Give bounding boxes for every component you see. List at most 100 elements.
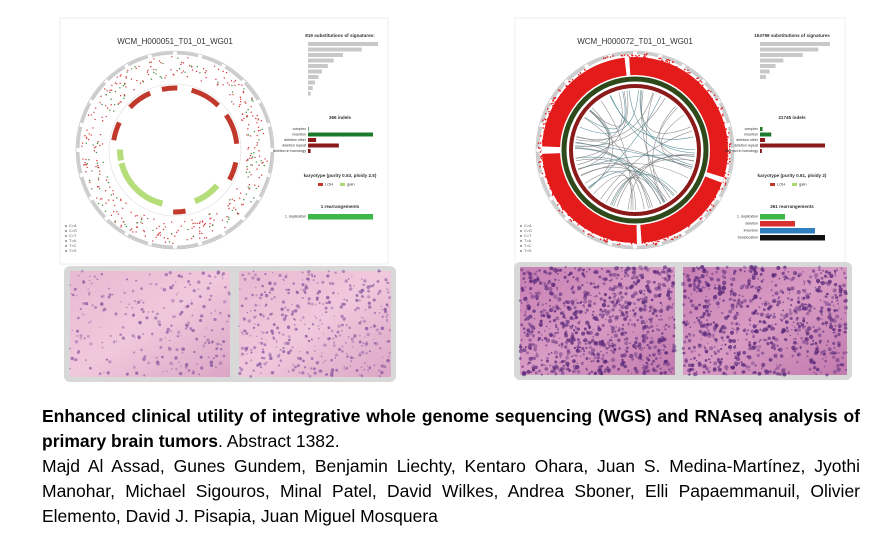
- mutation: [135, 231, 137, 233]
- nucleus: [716, 349, 721, 353]
- nucleus: [576, 345, 580, 349]
- nucleus: [774, 283, 778, 287]
- nucleus: [790, 328, 793, 331]
- chromosome: [727, 151, 734, 174]
- nucleus: [809, 275, 812, 279]
- nucleus: [605, 311, 610, 316]
- nucleus: [278, 353, 281, 356]
- nucleus: [565, 361, 570, 367]
- nucleus: [574, 267, 577, 270]
- nucleus: [610, 349, 613, 352]
- nucleus: [341, 269, 346, 274]
- nucleus: [684, 359, 688, 364]
- nucleus: [387, 340, 391, 343]
- nucleus: [549, 266, 554, 271]
- nucleus: [251, 276, 255, 280]
- nucleus: [743, 265, 747, 269]
- nucleus: [785, 326, 789, 330]
- nucleus: [128, 303, 131, 306]
- nucleus: [168, 346, 170, 349]
- mutation: [223, 77, 226, 79]
- mutation: [719, 114, 722, 117]
- nucleus: [729, 366, 733, 369]
- nucleus: [660, 318, 663, 321]
- nucleus: [613, 266, 619, 271]
- nucleus: [563, 367, 566, 370]
- mutation: [545, 176, 548, 178]
- nucleus: [663, 370, 667, 375]
- nucleus: [350, 338, 353, 341]
- nucleus: [737, 298, 741, 301]
- nucleus: [546, 315, 549, 318]
- bar: [760, 47, 819, 52]
- nucleus: [824, 301, 830, 306]
- nucleus: [386, 320, 389, 323]
- nucleus: [353, 334, 357, 338]
- mutation: [97, 140, 99, 143]
- nucleus: [143, 355, 147, 359]
- mutation: [727, 150, 730, 152]
- nucleus: [518, 357, 522, 360]
- nucleus: [576, 327, 581, 331]
- mutation: [101, 116, 103, 119]
- nucleus: [571, 341, 574, 345]
- nucleus: [278, 273, 282, 277]
- nucleus: [843, 322, 848, 327]
- nucleus: [838, 294, 842, 297]
- mutation: [116, 76, 118, 78]
- nucleus: [378, 289, 382, 293]
- nucleus: [771, 323, 774, 326]
- nucleus: [623, 364, 628, 369]
- mutation: [545, 113, 547, 115]
- bar-label: deletion: [745, 222, 758, 226]
- mutation: [246, 165, 248, 168]
- nucleus: [641, 334, 646, 339]
- nucleus: [541, 303, 545, 306]
- nucleus: [682, 320, 686, 325]
- nucleus: [240, 352, 245, 356]
- nucleus: [584, 311, 587, 314]
- nucleus: [559, 308, 562, 311]
- nucleus: [542, 312, 545, 314]
- nucleus: [724, 315, 729, 320]
- nucleus: [648, 354, 651, 357]
- mutation: [569, 80, 571, 83]
- nucleus: [820, 313, 823, 316]
- mutation: [643, 242, 646, 244]
- nucleus: [820, 272, 822, 274]
- nucleus: [736, 351, 740, 355]
- mutation: [119, 82, 121, 85]
- nucleus: [535, 297, 539, 301]
- nucleus: [555, 356, 558, 359]
- nucleus: [775, 368, 777, 371]
- nucleus: [717, 306, 720, 308]
- nucleus: [635, 277, 638, 280]
- nucleus: [813, 361, 816, 364]
- nucleus: [171, 368, 173, 370]
- nucleus: [296, 364, 300, 368]
- nucleus: [528, 279, 533, 284]
- nucleus: [100, 295, 103, 298]
- mutation: [229, 199, 231, 201]
- mutation: [187, 228, 189, 231]
- nucleus: [805, 328, 807, 331]
- mutation: [171, 56, 173, 58]
- nucleus: [697, 279, 702, 284]
- nucleus: [332, 337, 335, 340]
- nucleus: [346, 355, 349, 358]
- nucleus: [250, 359, 253, 362]
- nucleus: [800, 323, 805, 327]
- nucleus: [825, 324, 827, 327]
- nucleus: [366, 341, 368, 343]
- nucleus: [88, 366, 92, 370]
- chromosome: [176, 51, 199, 58]
- mutation: [687, 69, 689, 72]
- nucleus: [317, 324, 320, 327]
- nucleus: [359, 290, 363, 295]
- nucleus: [282, 317, 287, 322]
- mutation: [728, 143, 731, 146]
- nucleus: [815, 373, 818, 376]
- nucleus: [270, 329, 274, 333]
- mutation: [106, 176, 108, 178]
- nucleus: [748, 319, 752, 322]
